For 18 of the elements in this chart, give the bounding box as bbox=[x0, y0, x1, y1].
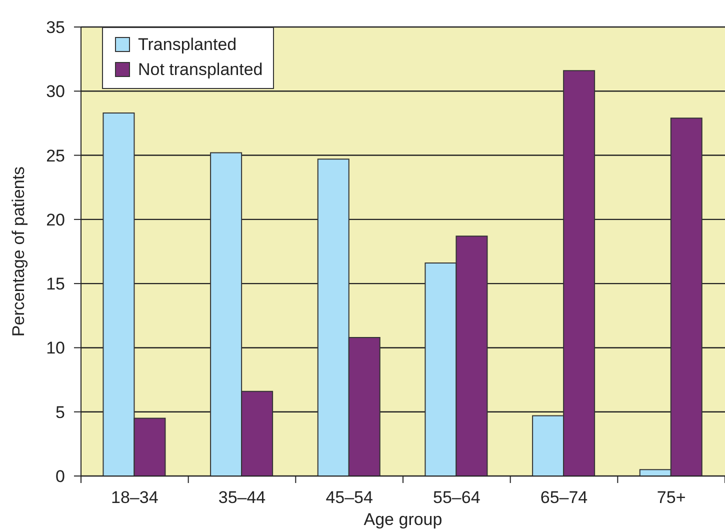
x-tick-label: 55–64 bbox=[433, 488, 480, 507]
y-tick-label: 0 bbox=[56, 467, 65, 486]
y-axis-title: Percentage of patients bbox=[9, 166, 28, 337]
y-tick-label: 15 bbox=[46, 274, 65, 294]
x-tick-label: 75+ bbox=[656, 488, 686, 507]
y-tick-label: 10 bbox=[46, 338, 65, 358]
x-tick-label: 18–34 bbox=[111, 488, 158, 507]
y-tick-label: 5 bbox=[56, 402, 65, 422]
y-tick-label: 25 bbox=[46, 146, 65, 166]
y-tick-label: 20 bbox=[46, 210, 65, 230]
y-tick-label: 30 bbox=[46, 82, 65, 102]
legend-label: Not transplanted bbox=[138, 59, 263, 81]
x-tick-label: 35–44 bbox=[218, 488, 266, 507]
legend-label: Transplanted bbox=[138, 34, 237, 56]
x-tick-label: 45–54 bbox=[326, 488, 373, 507]
y-tick-label: 35 bbox=[46, 18, 65, 38]
x-tick-label: 65–74 bbox=[540, 488, 588, 507]
x-axis-title: Age group bbox=[364, 510, 442, 529]
